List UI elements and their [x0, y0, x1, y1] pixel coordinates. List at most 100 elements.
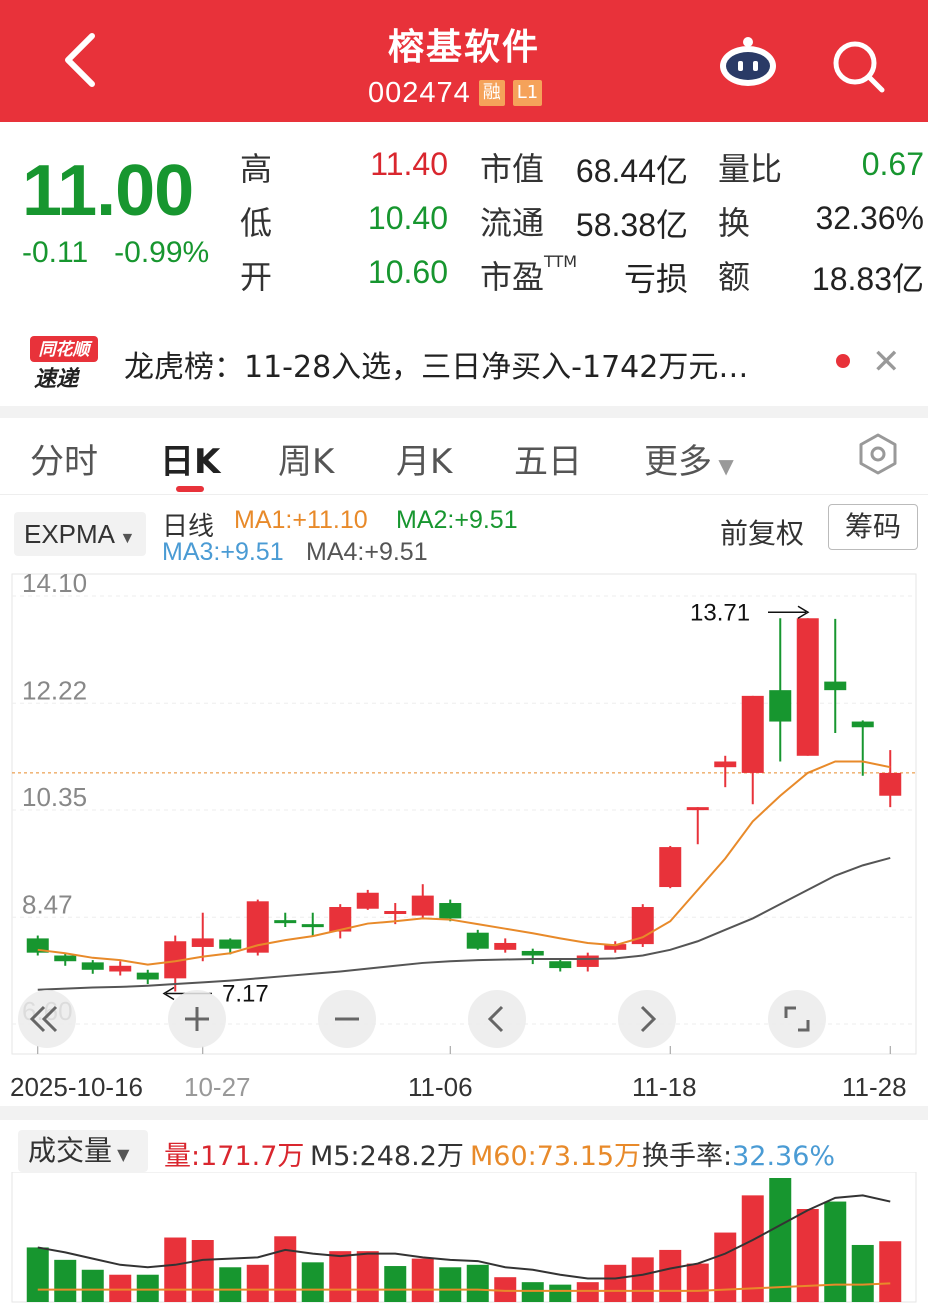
- volume-bar: [576, 1282, 599, 1302]
- zoom-in-button[interactable]: [168, 990, 226, 1048]
- tab-intraday[interactable]: 分时: [30, 442, 98, 482]
- volume-bar: [26, 1247, 49, 1302]
- volume-bar: [549, 1284, 572, 1302]
- candle-body: [81, 962, 104, 970]
- margin-tag: 融: [478, 80, 505, 106]
- tonghuashun-logo: 同花顺 速递: [30, 336, 98, 392]
- tab-weekly-k[interactable]: 周K: [278, 442, 335, 482]
- volume-bar: [329, 1251, 352, 1302]
- y-tick-label: 12.22: [22, 675, 87, 705]
- settings-icon[interactable]: [856, 432, 900, 476]
- m5-value: M5:248.2万: [310, 1141, 464, 1172]
- minus-button[interactable]: [318, 990, 376, 1048]
- volume-bar: [219, 1267, 242, 1302]
- turnover-rate: 换手率:32.36%: [642, 1141, 836, 1172]
- ma1-line: [37, 760, 891, 966]
- pe-ttm-label: TTM: [544, 252, 578, 271]
- volume-chart: [11, 1172, 917, 1303]
- mktcap-label: 市值: [480, 150, 545, 188]
- adjust-toggle[interactable]: 前复权: [720, 517, 805, 550]
- scroll-left-button[interactable]: [468, 990, 526, 1048]
- fullscreen-button[interactable]: [768, 990, 826, 1048]
- pe-label: 市盈TTM: [480, 252, 578, 296]
- close-icon[interactable]: ✕: [872, 342, 901, 382]
- candle-body: [741, 695, 764, 773]
- volume-bar: [604, 1264, 627, 1302]
- candle-body: [274, 920, 297, 924]
- plus-icon: [185, 1007, 209, 1031]
- search-icon[interactable]: [830, 38, 886, 94]
- low-label: 低: [240, 204, 273, 242]
- m60-value: M60:73.15万: [470, 1141, 642, 1172]
- scroll-right-button[interactable]: [618, 990, 676, 1048]
- price-change-pct: -0.99%: [114, 236, 210, 269]
- stock-header: 榕基软件 002474 融 L1: [0, 0, 928, 122]
- candle-body: [246, 901, 269, 953]
- volume-bar: [631, 1257, 654, 1302]
- chevron-left-icon: [487, 1005, 504, 1033]
- open-value: 10.60: [367, 254, 448, 290]
- candle-body: [714, 761, 737, 768]
- float-label: 流通: [480, 204, 545, 242]
- volume-bar: [274, 1236, 297, 1302]
- tab-daily-k[interactable]: 日K: [160, 442, 221, 482]
- vol-ratio-value: 0.67: [861, 146, 924, 182]
- candle-body: [796, 618, 819, 756]
- level-tag: L1: [512, 80, 543, 106]
- candle-body: [356, 892, 379, 909]
- candle-body: [686, 807, 709, 811]
- indicator-select[interactable]: EXPMA ▼: [14, 512, 146, 556]
- candle-body: [109, 965, 132, 972]
- candle-body: [466, 932, 489, 949]
- high-label: 高: [240, 150, 273, 188]
- robot-assistant-icon[interactable]: [716, 34, 780, 90]
- back-icon[interactable]: [58, 30, 102, 90]
- candle-body: [301, 924, 324, 928]
- candle-body: [54, 955, 77, 962]
- candle-body: [604, 944, 627, 950]
- candle-body: [879, 772, 902, 796]
- candle-body: [136, 972, 159, 980]
- volume-bar: [246, 1264, 269, 1302]
- y-tick-label: 8.47: [22, 889, 73, 919]
- volume-bar: [384, 1266, 407, 1302]
- pe-value: 亏损: [623, 261, 688, 297]
- date-label: 11-18: [632, 1072, 697, 1102]
- tab-more[interactable]: 更多 ▼: [644, 442, 734, 482]
- news-banner[interactable]: 同花顺 速递 龙虎榜：11-28入选，三日净买入-1742万元… ✕: [0, 320, 928, 404]
- chevron-down-icon: ▼: [115, 530, 136, 547]
- tab-five-day[interactable]: 五日: [514, 442, 582, 482]
- turnover-value: 32.36%: [815, 200, 924, 236]
- m5-line: [37, 1194, 891, 1280]
- volume-bar: [521, 1282, 544, 1302]
- news-text[interactable]: 龙虎榜：11-28入选，三日净买入-1742万元…: [124, 350, 749, 385]
- low-arrowhead: [162, 986, 175, 1001]
- volume-bar: [109, 1274, 132, 1302]
- candle-body: [439, 903, 462, 919]
- low-annotation: 7.17: [222, 980, 269, 1007]
- volume-bar: [81, 1269, 104, 1302]
- low-value: 10.40: [367, 200, 448, 236]
- price-change-row: -0.11 -0.99%: [22, 236, 209, 270]
- volume-bar: [796, 1209, 819, 1302]
- volume-bar: [851, 1244, 874, 1302]
- candle-body: [521, 950, 544, 956]
- date-label: 2025-10-16: [10, 1072, 143, 1102]
- chart-frame: [11, 573, 917, 1055]
- chips-button[interactable]: 筹码: [828, 504, 918, 550]
- tab-monthly-k[interactable]: 月K: [396, 442, 453, 482]
- open-label: 开: [240, 258, 273, 296]
- divider: [0, 406, 928, 418]
- candle-body: [164, 941, 187, 979]
- date-label: 10-27: [184, 1072, 251, 1102]
- ma1-label: MA1:+11.10: [234, 506, 368, 534]
- period-label: 日线: [162, 511, 215, 541]
- candle-body: [659, 847, 682, 888]
- volume-indicator-select[interactable]: 成交量 ▼: [18, 1130, 148, 1172]
- volume-value: 量:171.7万: [164, 1141, 305, 1172]
- zoom-out-button[interactable]: [18, 990, 76, 1048]
- candle-body: [191, 938, 214, 947]
- y-tick-label: 14.10: [22, 568, 87, 598]
- current-price: 11.00: [22, 151, 194, 231]
